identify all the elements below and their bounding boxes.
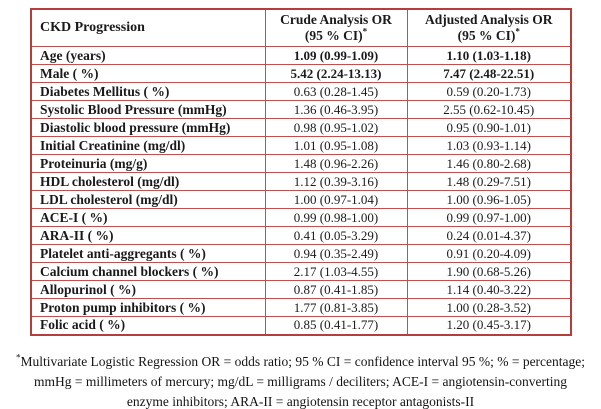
footnote: *Multivariate Logistic Regression OR = o… — [0, 352, 601, 409]
adjusted-or-value: 1.00 (0.96-1.05) — [406, 190, 572, 209]
footnote-line-text: Multivariate Logistic Regression OR = od… — [20, 354, 586, 369]
crude-or-value: 1.48 (0.96-2.26) — [264, 154, 408, 173]
table-row: Male ( %) 5.42 (2.24-13.13) 7.47 (2.48-22.… — [30, 64, 572, 83]
crude-or-value: 1.09 (0.99-1.09) — [264, 46, 408, 65]
row-label: Allopurinol ( %) — [30, 280, 266, 299]
table-row: LDL cholesterol (mg/dl) 1.00 (0.97-1.04) 1… — [30, 190, 572, 209]
table-row: Proteinuria (mg/g) 1.48 (0.96-2.26) 1.46 (… — [30, 154, 572, 173]
crude-or-value: 1.77 (0.81-3.85) — [264, 298, 408, 317]
header-adjusted-asterisk: * — [515, 26, 520, 37]
adjusted-or-value: 1.03 (0.93-1.14) — [406, 136, 572, 155]
table-row: Diabetes Mellitus ( %) 0.63 (0.28-1.45) 0.… — [30, 82, 572, 101]
table-header-row: CKD Progression Crude Analysis OR (95 % … — [30, 8, 572, 47]
row-label: Male ( %) — [30, 64, 266, 83]
footnote-line: *Multivariate Logistic Regression OR = o… — [0, 352, 601, 372]
row-label: Diabetes Mellitus ( %) — [30, 82, 266, 101]
footnote-asterisk: * — [15, 352, 21, 363]
row-label: Calcium channel blockers ( %) — [30, 262, 266, 281]
crude-or-value: 0.94 (0.35-2.49) — [264, 244, 408, 263]
header-crude-analysis: Crude Analysis OR (95 % CI)* — [264, 8, 408, 47]
adjusted-or-value: 1.20 (0.45-3.17) — [406, 316, 572, 335]
table-row: Platelet anti-aggregants ( %) 0.94 (0.35-… — [30, 244, 572, 263]
header-adjusted-analysis: Adjusted Analysis OR (95 % CI)* — [406, 8, 572, 47]
table-row: Age (years) 1.09 (0.99-1.09) 1.10 (1.03-1.… — [30, 46, 572, 65]
adjusted-or-value: 0.59 (0.20-1.73) — [406, 82, 572, 101]
adjusted-or-value: 1.90 (0.68-5.26) — [406, 262, 572, 281]
crude-or-value: 0.87 (0.41-1.85) — [264, 280, 408, 299]
table-row: Folic acid ( %) 0.85 (0.41-1.77) 1.20 (0.4… — [30, 316, 572, 335]
crude-or-value: 0.63 (0.28-1.45) — [264, 82, 408, 101]
adjusted-or-value: 0.99 (0.97-1.00) — [406, 208, 572, 227]
adjusted-or-value: 0.24 (0.01-4.37) — [406, 226, 572, 245]
adjusted-or-value: 1.14 (0.40-3.22) — [406, 280, 572, 299]
row-label: Platelet anti-aggregants ( %) — [30, 244, 266, 263]
adjusted-or-value: 1.48 (0.29-7.51) — [406, 172, 572, 191]
header-crude-asterisk: * — [362, 26, 368, 37]
footnote-line: mmHg = millimeters of mercury; mg/dL = m… — [34, 374, 567, 389]
ckd-progression-table: CKD Progression Crude Analysis OR (95 % … — [30, 8, 572, 336]
table-body: Age (years) 1.09 (0.99-1.09) 1.10 (1.03-1.… — [30, 46, 572, 335]
crude-or-value: 1.01 (0.95-1.08) — [264, 136, 408, 155]
crude-or-value: 0.85 (0.41-1.77) — [264, 316, 408, 335]
adjusted-or-value: 1.46 (0.80-2.68) — [406, 154, 572, 173]
row-label: Diastolic blood pressure (mmHg) — [30, 118, 266, 137]
table-row: ARA-II ( %) 0.41 (0.05-3.29) 0.24 (0.01-4.… — [30, 226, 572, 245]
header-adjusted-title: Adjusted Analysis OR — [424, 12, 553, 27]
footnote-line: enzyme inhibitors; ARA-II = angiotensin … — [126, 394, 475, 409]
row-label: ARA-II ( %) — [30, 226, 266, 245]
row-label: LDL cholesterol (mg/dl) — [30, 190, 266, 209]
adjusted-or-value: 1.10 (1.03-1.18) — [406, 46, 572, 65]
table-row: Proton pump inhibitors ( %) 1.77 (0.81-3.… — [30, 298, 572, 317]
header-ckd-progression: CKD Progression — [30, 8, 266, 47]
adjusted-or-value: 0.95 (0.90-1.01) — [406, 118, 572, 137]
crude-or-value: 0.98 (0.95-1.02) — [264, 118, 408, 137]
header-adjusted-sub: (95 % CI) — [457, 28, 516, 43]
row-label: Folic acid ( %) — [30, 316, 266, 335]
row-label: ACE-I ( %) — [30, 208, 266, 227]
row-label: Age (years) — [30, 46, 266, 65]
crude-or-value: 2.17 (1.03-4.55) — [264, 262, 408, 281]
crude-or-value: 1.36 (0.46-3.95) — [264, 100, 408, 119]
row-label: Proteinuria (mg/g) — [30, 154, 266, 173]
row-label: Initial Creatinine (mg/dl) — [30, 136, 266, 155]
adjusted-or-value: 7.47 (2.48-22.51) — [406, 64, 572, 83]
adjusted-or-value: 2.55 (0.62-10.45) — [406, 100, 572, 119]
crude-or-value: 5.42 (2.24-13.13) — [264, 64, 408, 83]
header-crude-title: Crude Analysis OR — [280, 12, 392, 27]
table-row: Initial Creatinine (mg/dl) 1.01 (0.95-1.0… — [30, 136, 572, 155]
crude-or-value: 0.99 (0.98-1.00) — [264, 208, 408, 227]
row-label: Proton pump inhibitors ( %) — [30, 298, 266, 317]
header-crude-sub: (95 % CI) — [304, 28, 363, 43]
crude-or-value: 0.41 (0.05-3.29) — [264, 226, 408, 245]
row-label: HDL cholesterol (mg/dl) — [30, 172, 266, 191]
row-label: Systolic Blood Pressure (mmHg) — [30, 100, 266, 119]
table-row: ACE-I ( %) 0.99 (0.98-1.00) 0.99 (0.97-1.0… — [30, 208, 572, 227]
table-row: Systolic Blood Pressure (mmHg) 1.36 (0.46… — [30, 100, 572, 119]
crude-or-value: 1.12 (0.39-3.16) — [264, 172, 408, 191]
adjusted-or-value: 1.00 (0.28-3.52) — [406, 298, 572, 317]
table-row: Allopurinol ( %) 0.87 (0.41-1.85) 1.14 (0.… — [30, 280, 572, 299]
table-row: Diastolic blood pressure (mmHg) 0.98 (0.9… — [30, 118, 572, 137]
adjusted-or-value: 0.91 (0.20-4.09) — [406, 244, 572, 263]
table-row: Calcium channel blockers ( %) 2.17 (1.03-… — [30, 262, 572, 281]
crude-or-value: 1.00 (0.97-1.04) — [264, 190, 408, 209]
table-row: HDL cholesterol (mg/dl) 1.12 (0.39-3.16) 1… — [30, 172, 572, 191]
